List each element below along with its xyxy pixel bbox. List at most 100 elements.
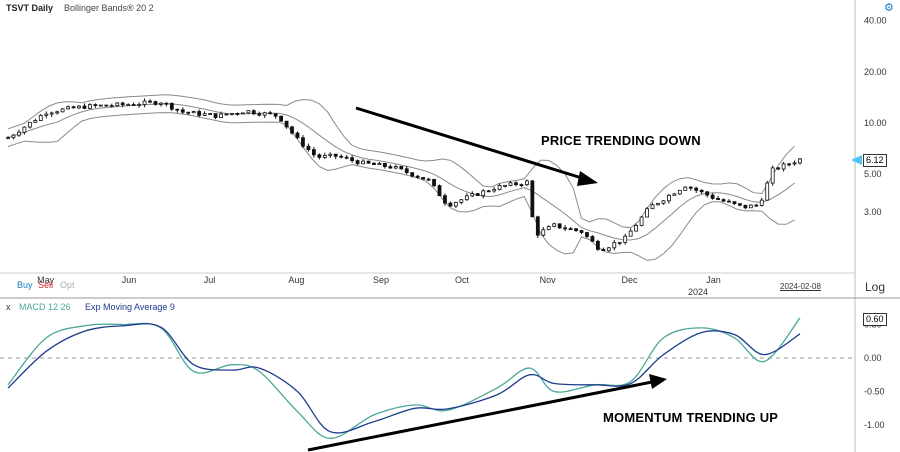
candle xyxy=(104,104,109,107)
candle xyxy=(88,103,92,110)
candle xyxy=(175,108,180,113)
candle xyxy=(240,112,245,115)
candle xyxy=(202,111,207,117)
candle xyxy=(661,200,666,205)
candle xyxy=(38,113,43,122)
candle xyxy=(180,107,185,114)
price-y-tick-label: 3.00 xyxy=(864,207,882,217)
price-trend-arrow xyxy=(355,106,598,186)
candle xyxy=(634,223,639,232)
candle xyxy=(464,193,469,201)
month-tick-label: May xyxy=(37,275,55,285)
settings-gear-icon[interactable]: ⚙ xyxy=(884,2,894,14)
candle xyxy=(208,113,212,115)
candle xyxy=(317,153,322,160)
candle xyxy=(727,199,731,203)
candle xyxy=(557,223,562,229)
close-indicator-icon[interactable]: x xyxy=(6,302,11,312)
candle xyxy=(699,189,704,195)
candle xyxy=(486,189,491,193)
candle xyxy=(268,110,273,115)
month-tick-label: Aug xyxy=(288,275,304,285)
candle xyxy=(612,239,617,251)
candle xyxy=(71,105,76,109)
candle xyxy=(60,108,65,113)
candle xyxy=(153,100,158,106)
candle xyxy=(399,165,404,170)
candle xyxy=(361,159,365,165)
candle xyxy=(273,113,278,119)
buy-button[interactable]: Buy xyxy=(17,280,33,290)
candle xyxy=(628,228,633,237)
price-trend-label: PRICE TRENDING DOWN xyxy=(541,133,701,148)
candle xyxy=(109,103,114,108)
candle xyxy=(148,99,152,104)
candle xyxy=(279,115,284,122)
macd-y-tick-label: -1.00 xyxy=(864,420,885,430)
bollinger-lower-band xyxy=(7,112,795,261)
candle xyxy=(284,120,289,129)
candle xyxy=(683,186,688,191)
candle xyxy=(601,247,606,252)
candle xyxy=(82,103,87,110)
candle xyxy=(159,102,163,107)
candle xyxy=(333,153,338,160)
candle xyxy=(311,146,316,158)
candle xyxy=(295,131,300,139)
candle xyxy=(497,183,502,191)
candle xyxy=(519,183,524,188)
bollinger-upper-band xyxy=(7,94,795,229)
candle xyxy=(131,102,136,106)
candle xyxy=(44,111,49,119)
candle xyxy=(126,103,131,106)
candle xyxy=(27,121,32,129)
candle xyxy=(585,231,589,239)
year-label: 2024 xyxy=(688,287,709,297)
candle xyxy=(688,186,693,191)
bollinger-middle-band xyxy=(7,103,795,241)
opt-button[interactable]: Opt xyxy=(60,280,75,290)
candle xyxy=(563,225,568,232)
candle xyxy=(93,103,98,108)
candle xyxy=(475,192,480,196)
month-tick-label: Jun xyxy=(122,275,137,285)
candle xyxy=(142,98,147,108)
candle xyxy=(404,166,409,175)
candle xyxy=(754,203,759,207)
candle xyxy=(667,193,671,204)
candle xyxy=(590,235,595,242)
price-y-tick-label: 10.00 xyxy=(864,118,887,128)
candle xyxy=(579,229,584,235)
month-tick-label: Jul xyxy=(204,275,216,285)
price-y-tick-label: 5.00 xyxy=(864,169,882,179)
candle xyxy=(224,113,229,116)
last-date-label: 2024-02-08 xyxy=(780,282,821,291)
candle xyxy=(765,180,770,201)
momentum-trend-arrow xyxy=(307,374,667,452)
signal-label: Exp Moving Average 9 xyxy=(85,302,175,312)
candle xyxy=(164,102,169,107)
candle xyxy=(437,184,442,197)
candle xyxy=(541,227,546,237)
candle xyxy=(328,152,333,158)
candle xyxy=(798,157,802,165)
macd-y-tick-label: 0.00 xyxy=(864,353,882,363)
candle xyxy=(191,110,196,114)
candle xyxy=(115,102,120,107)
candle xyxy=(55,110,60,115)
price-y-tick-label: 20.00 xyxy=(864,67,887,77)
candle xyxy=(355,159,360,166)
macd-label: MACD 12 26 xyxy=(19,302,71,312)
symbol-title: TSVT Daily xyxy=(6,3,54,13)
candle xyxy=(432,178,436,187)
candle xyxy=(301,135,305,149)
candle xyxy=(694,186,699,194)
candle xyxy=(738,203,742,207)
candle xyxy=(213,113,218,120)
log-scale-toggle[interactable]: Log xyxy=(865,280,886,294)
candle xyxy=(219,111,223,118)
sell-button[interactable]: Sell xyxy=(38,280,54,290)
candle xyxy=(443,193,447,206)
candle xyxy=(251,109,256,116)
